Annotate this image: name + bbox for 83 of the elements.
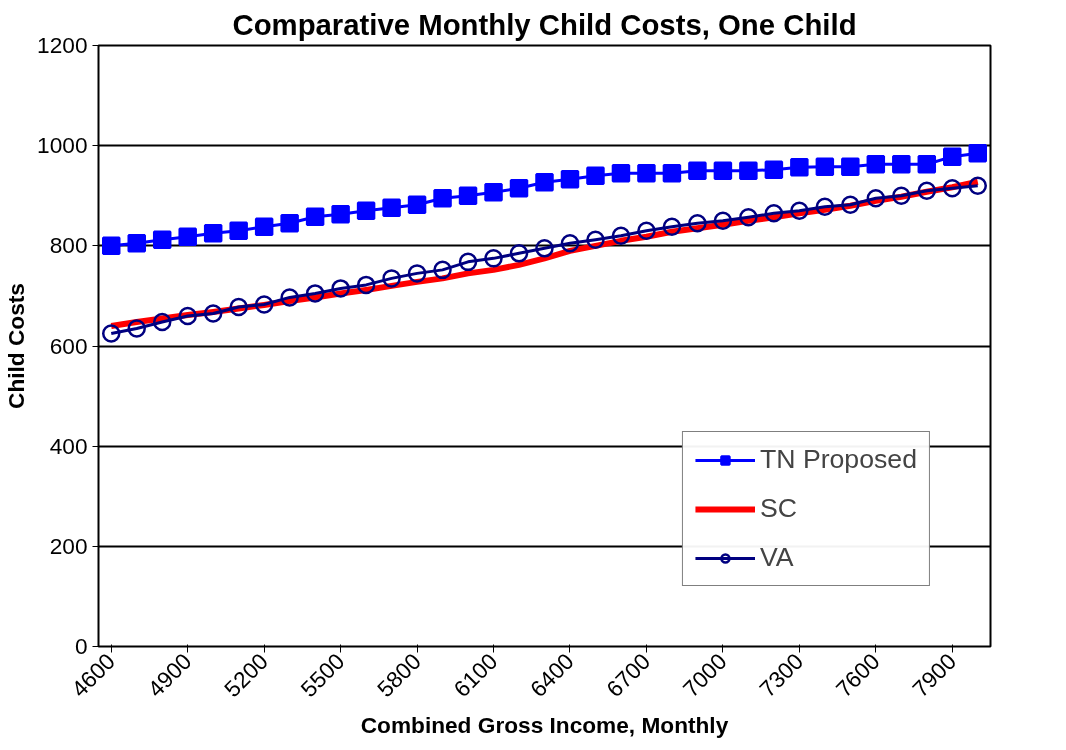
point [560, 169, 580, 189]
point [101, 236, 121, 256]
point [662, 217, 682, 237]
point [713, 161, 733, 180]
point [458, 186, 478, 205]
point [127, 319, 146, 338]
y-tick-label: 1000 [37, 132, 88, 159]
point [203, 224, 223, 243]
point [509, 244, 529, 263]
y-tick-label: 0 [74, 633, 88, 659]
point [764, 204, 784, 223]
point [203, 304, 223, 323]
legend-label: TN Proposed [759, 444, 917, 475]
y-tick-label: 200 [49, 532, 88, 559]
point [535, 239, 554, 258]
point [433, 189, 452, 208]
legend-label: VA [759, 542, 794, 573]
point [280, 214, 299, 233]
y-axis-title: Child Costs [3, 283, 30, 409]
point [382, 198, 401, 218]
point [688, 161, 707, 180]
point [586, 166, 605, 185]
point [739, 208, 758, 227]
point [127, 234, 146, 253]
point [662, 163, 682, 183]
point [943, 147, 962, 166]
point [968, 143, 988, 163]
point [611, 226, 631, 246]
point [713, 211, 733, 231]
point [790, 157, 809, 177]
point [305, 207, 325, 227]
point [331, 279, 350, 298]
y-tick-label: 400 [49, 432, 88, 459]
point [866, 189, 886, 208]
point [841, 195, 860, 214]
point [254, 295, 274, 314]
point [331, 205, 350, 224]
point [152, 312, 172, 332]
point [484, 182, 503, 202]
point [458, 252, 478, 272]
y-tick-label: 600 [49, 332, 88, 359]
point [178, 306, 197, 326]
point [254, 217, 274, 237]
point [229, 221, 248, 241]
point [688, 214, 707, 233]
point [968, 176, 988, 195]
point [280, 288, 299, 307]
point [815, 157, 835, 176]
point [484, 249, 503, 268]
point [637, 163, 656, 183]
point [892, 186, 911, 205]
point [841, 157, 860, 176]
point [305, 284, 325, 303]
point [815, 197, 835, 216]
point [382, 269, 401, 288]
point [586, 230, 605, 250]
point [739, 161, 758, 180]
chart-title: Comparative Monthly Child Costs, One Child [232, 7, 857, 41]
point [637, 221, 656, 241]
point [917, 181, 937, 200]
point [509, 178, 529, 198]
x-axis-title: Combined Gross Income, Monthly [360, 711, 729, 738]
y-tick-label: 800 [49, 232, 88, 259]
point [560, 234, 580, 253]
point [356, 201, 376, 221]
point [892, 154, 911, 174]
point [152, 230, 172, 250]
point [229, 297, 248, 317]
point [535, 172, 554, 192]
point [407, 264, 427, 283]
point [178, 227, 197, 247]
point [407, 195, 427, 215]
legend-label: SC [759, 493, 797, 524]
point [790, 201, 809, 221]
y-tick-label: 1200 [37, 32, 88, 58]
point [764, 160, 784, 179]
point [356, 275, 376, 295]
point [101, 324, 121, 343]
point [917, 154, 937, 174]
point [866, 154, 886, 174]
point [433, 260, 452, 280]
point [943, 179, 962, 198]
point [611, 163, 631, 183]
